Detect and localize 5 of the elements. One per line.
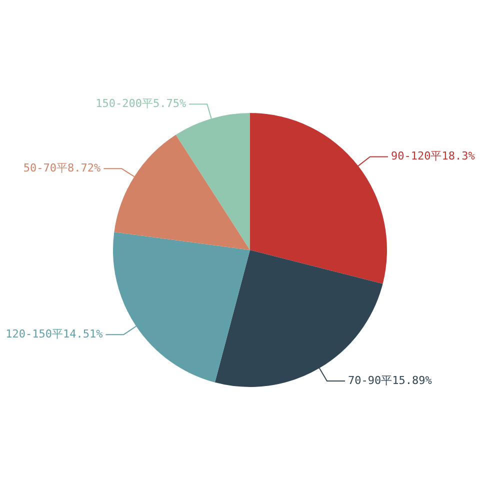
- slice-label: 150-200平5.75%: [96, 97, 186, 110]
- slice-label: 50-70平8.72%: [23, 161, 102, 174]
- slice-label: 90-120平18.3%: [391, 150, 476, 163]
- slice-label: 70-90平15.89%: [348, 374, 432, 387]
- slice-label: 120-150平14.51%: [6, 327, 104, 340]
